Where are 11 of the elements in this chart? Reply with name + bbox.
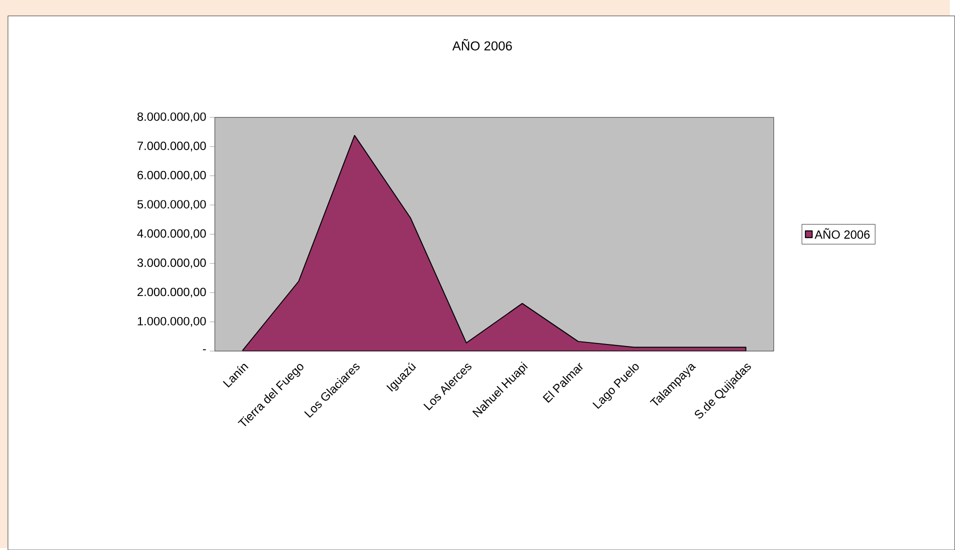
y-tick-label: -	[202, 349, 206, 350]
chart-title: AÑO 2006	[452, 38, 512, 50]
y-tick-label: 6.000.000,00	[138, 170, 206, 181]
y-tick-label: 5.000.000,00	[137, 200, 206, 210]
y-tick-label: 2.000.000,00	[138, 288, 206, 298]
y-tick-label: 3.000.000,00	[137, 258, 206, 268]
y-tick-label: 8.000.000,00	[137, 112, 206, 122]
y-tick-label: 1.000.000,00	[138, 316, 206, 327]
y-tick-label: 4.000.000,00	[137, 229, 206, 240]
y-tick-label: 7.000.000,00	[138, 142, 206, 152]
legend-label: AÑO 2006	[814, 228, 870, 239]
